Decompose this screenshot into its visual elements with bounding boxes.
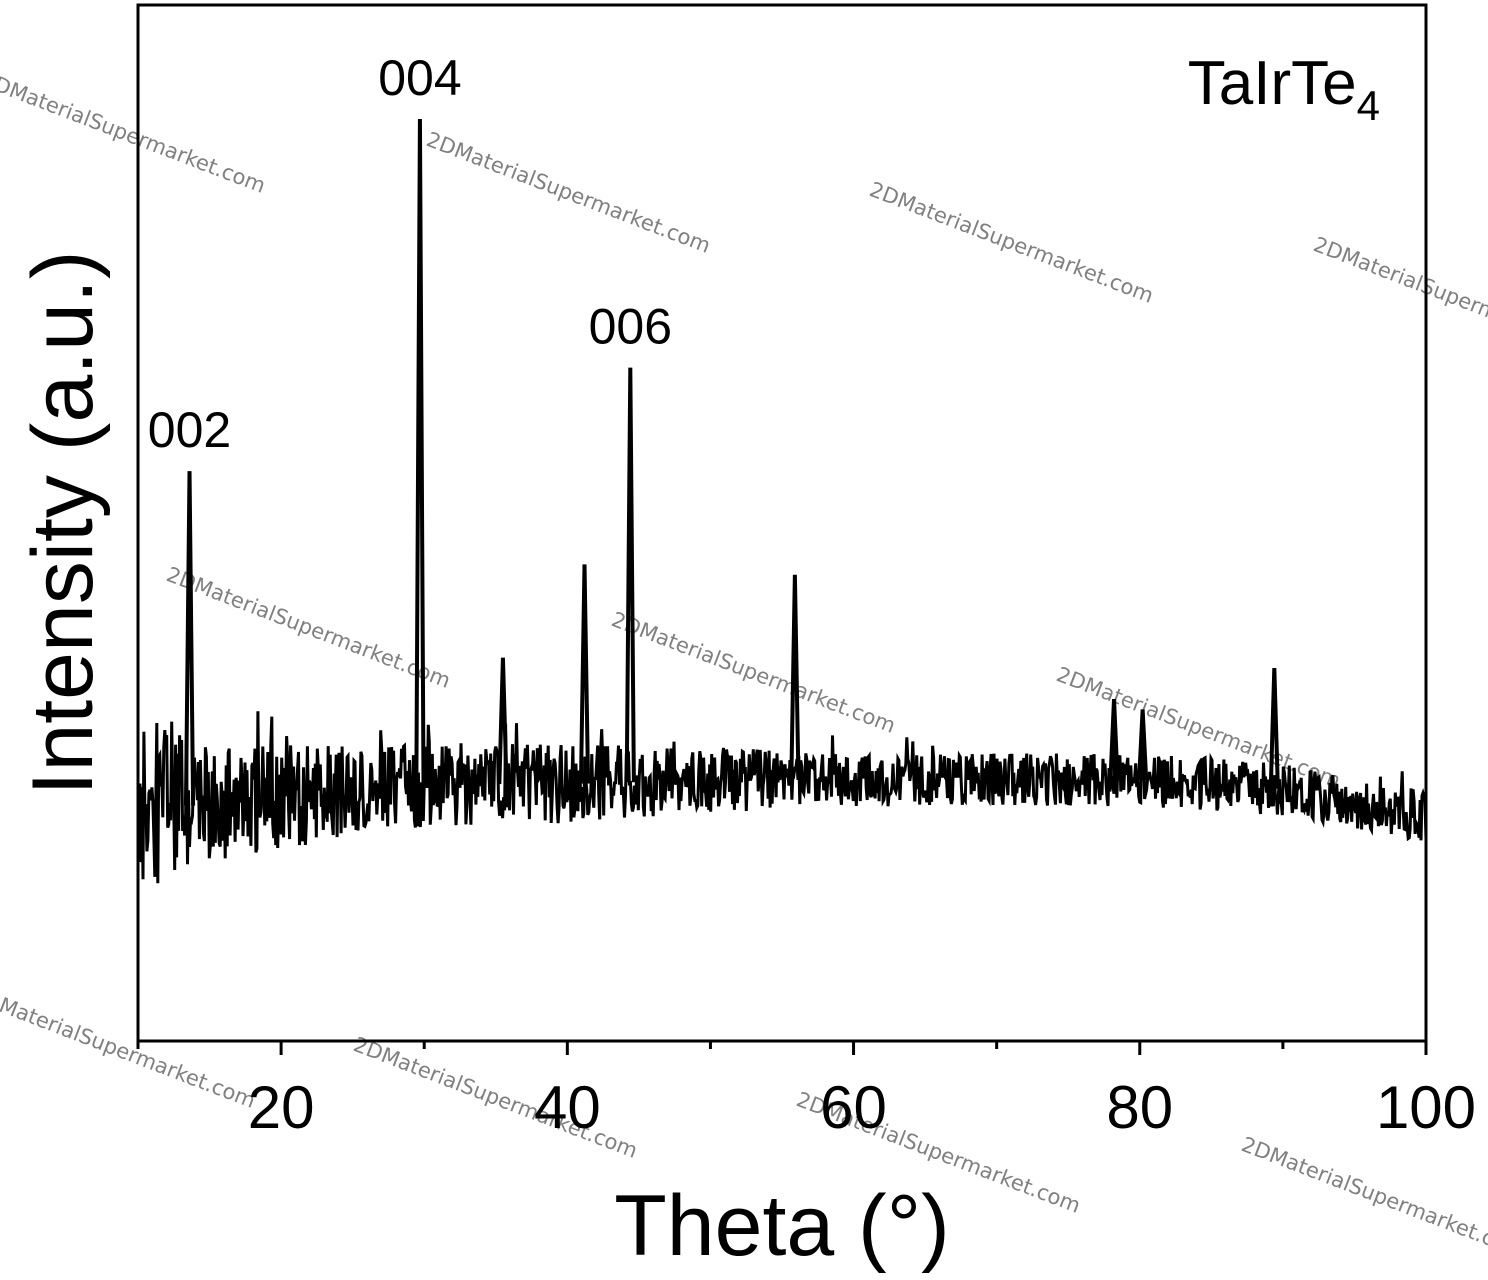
peak-line <box>624 367 636 783</box>
x-axis-title: Theta (°) <box>614 1178 949 1274</box>
watermark-text: 2DMaterialSupermarket.com <box>1310 232 1488 363</box>
sample-label: TaIrTe4 <box>1188 49 1380 129</box>
peak-line <box>1108 699 1120 781</box>
watermark-text: 2DMaterialSupermarket.com <box>866 177 1157 308</box>
x-axis-ticks: 20 40 60 80 100 <box>136 1041 1476 1141</box>
watermark-layer: 2DMaterialSupermarket.com 2DMaterialSuper… <box>0 67 1488 1263</box>
plot-frame <box>136 3 1428 1043</box>
diffraction-spectrum-line <box>136 711 1428 884</box>
x-tick-label: 60 <box>820 1074 887 1141</box>
watermark-text: 2DMaterialSupermarket.com <box>0 982 259 1113</box>
peak-line <box>1137 709 1149 781</box>
peak-line <box>578 564 591 784</box>
peak-annotation: 004 <box>378 50 461 106</box>
peak-lines <box>183 118 1280 806</box>
sample-label-subscript: 4 <box>1357 82 1380 129</box>
x-tick-label: 40 <box>534 1074 601 1141</box>
y-axis-title: Intensity (a.u.) <box>15 251 111 796</box>
watermark-text: 2DMaterialSupermarket.com <box>0 67 269 198</box>
x-tick-label: 100 <box>1376 1074 1476 1141</box>
peak-annotation: 006 <box>589 299 672 355</box>
x-tick-label: 80 <box>1106 1074 1173 1141</box>
watermark-text: 2DMaterialSupermarket.com <box>608 607 899 738</box>
peak-line <box>183 471 196 806</box>
watermark-text: 2DMaterialSupermarket.com <box>423 127 714 258</box>
watermark-text: 2DMaterialSupermarket.com <box>163 562 454 693</box>
peak-line <box>1268 667 1280 789</box>
x-tick-label: 20 <box>248 1074 315 1141</box>
sample-label-base: TaIrTe <box>1188 49 1357 118</box>
watermark-text: 2DMaterialSupermarket.com <box>1238 1132 1488 1263</box>
peak-line <box>497 657 509 785</box>
peak-annotation: 002 <box>148 402 231 458</box>
peak-line <box>414 118 426 785</box>
peak-line <box>789 574 801 780</box>
peak-annotations: 002 004 006 <box>148 50 672 458</box>
